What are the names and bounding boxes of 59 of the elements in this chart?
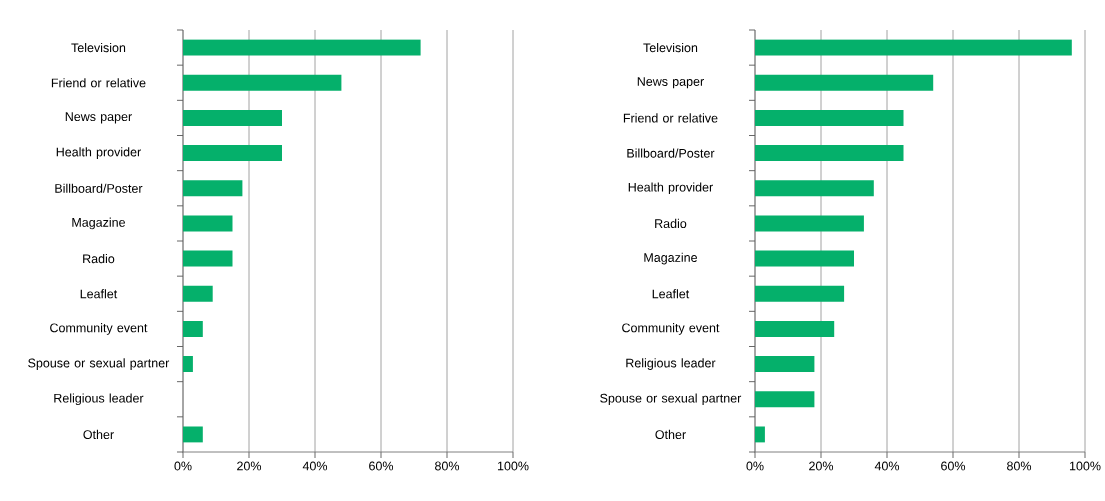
y-tick-label: Television <box>71 42 126 53</box>
bar <box>183 320 203 337</box>
x-tick-label: 80% <box>435 461 460 471</box>
y-tick-label: Radio <box>83 253 115 264</box>
y-tick-label: Magazine <box>72 217 125 230</box>
y-tick-label: Health provider <box>56 147 141 159</box>
y-tick-label: Community event <box>50 323 148 335</box>
x-tick-label: 40% <box>302 461 328 471</box>
bar <box>755 74 934 91</box>
x-tick-label: 60% <box>369 461 394 471</box>
x-tick-label: 60% <box>941 461 966 471</box>
y-tick-label: Religious leader <box>626 358 716 370</box>
bar <box>183 285 213 302</box>
x-tick-label: 20% <box>237 461 262 471</box>
y-tick-label: Magazine <box>644 252 698 265</box>
bar <box>755 180 874 197</box>
y-tick-label: Other <box>655 429 686 440</box>
bar <box>755 391 815 408</box>
x-tick-label: 20% <box>809 461 834 471</box>
bar <box>183 250 233 267</box>
y-tick-label: Friend or relative <box>51 78 146 88</box>
bar <box>183 74 342 91</box>
y-tick-label: Leaflet <box>652 289 690 299</box>
x-tick-label: 100% <box>497 461 529 471</box>
bar <box>183 180 243 197</box>
y-tick-label: Leaflet <box>80 289 118 299</box>
y-tick-label: Spouse or sexual partner <box>28 358 170 370</box>
y-tick-label: Television <box>643 42 698 53</box>
y-tick-label: Religious leader <box>54 393 144 406</box>
x-tick-label: 0% <box>746 461 764 471</box>
x-tick-label: 40% <box>874 461 900 471</box>
bar <box>755 145 904 162</box>
y-tick-label: Friend or relative <box>623 113 718 123</box>
y-tick-label: Billboard/Poster <box>55 183 143 193</box>
y-tick-label: Billboard/Poster <box>627 148 715 158</box>
bar <box>183 39 421 56</box>
y-tick-label: Community event <box>622 323 720 335</box>
y-tick-label: Health provider <box>628 182 713 195</box>
bar <box>183 109 282 126</box>
y-tick-label: Other <box>83 429 114 440</box>
y-tick-label: News paper <box>637 77 704 89</box>
bar <box>755 250 855 267</box>
x-tick-label: 80% <box>1007 461 1032 471</box>
bar <box>755 320 835 337</box>
bar <box>755 215 864 232</box>
bar <box>183 356 193 373</box>
bar <box>183 426 203 443</box>
bar <box>755 109 904 126</box>
bar <box>755 356 815 373</box>
x-tick-label: 100% <box>1069 461 1101 471</box>
bar <box>755 285 845 302</box>
y-tick-label: Spouse or sexual partner <box>600 393 742 406</box>
bar <box>183 145 282 162</box>
bar <box>755 39 1072 56</box>
bar <box>183 215 233 232</box>
y-tick-label: News paper <box>65 112 132 124</box>
y-tick-label: Radio <box>655 218 687 229</box>
x-tick-label: 0% <box>174 461 192 471</box>
bar <box>755 426 765 443</box>
